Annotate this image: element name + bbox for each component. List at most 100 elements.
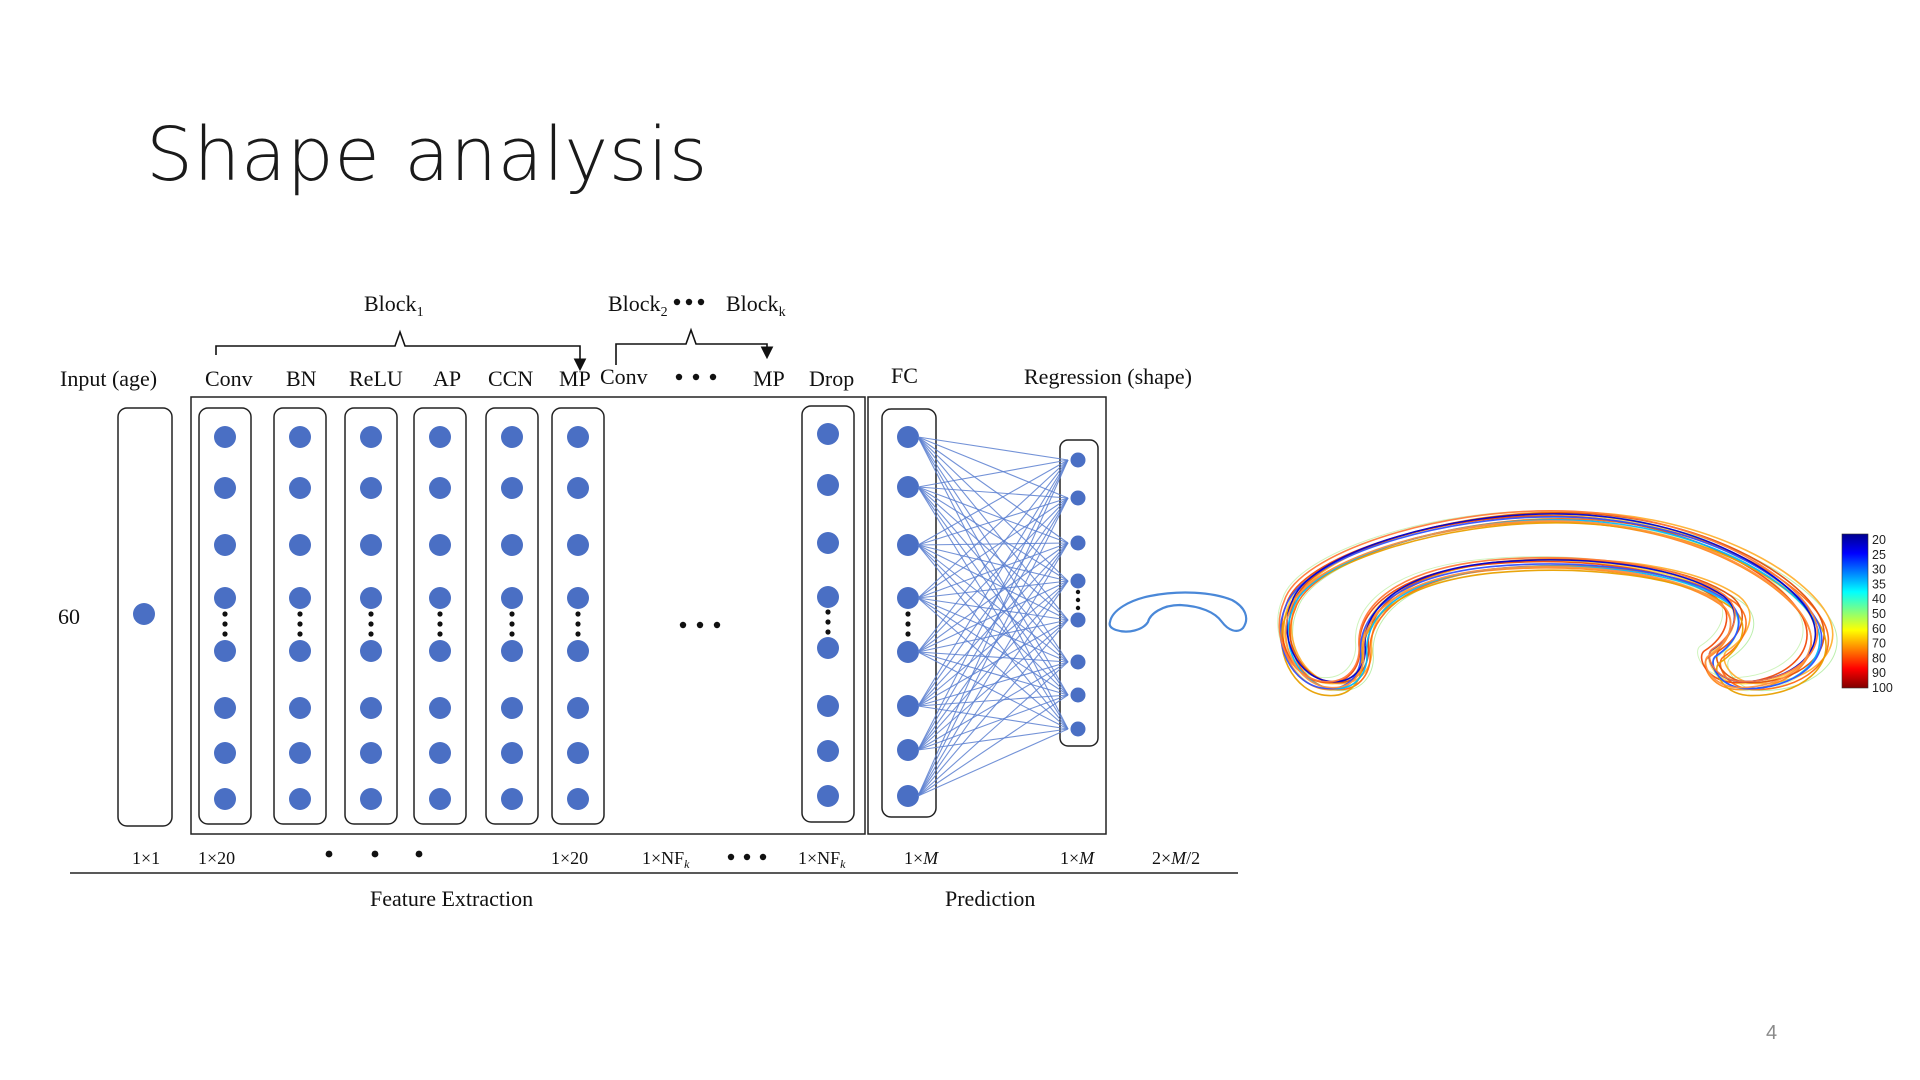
layer-node [289, 742, 311, 764]
shape-contour [1288, 512, 1825, 684]
layer-column [485, 407, 539, 825]
shape-contour [1287, 519, 1821, 690]
layer-node [214, 742, 236, 764]
ellipsis-dot [437, 621, 443, 627]
drop-node [817, 785, 839, 807]
header-fc: FC [891, 363, 918, 388]
fc-node [897, 426, 919, 448]
ellipsis-dot [222, 621, 228, 627]
block-ellipsis-dots [673, 298, 705, 306]
drop-node [817, 532, 839, 554]
colorbar-tick-label: 50 [1872, 607, 1886, 621]
ellipsis-dot [575, 631, 581, 637]
layer-node [429, 477, 451, 499]
regression-node [1070, 654, 1086, 670]
fc-edge [917, 694, 1069, 751]
fc-node [897, 534, 919, 556]
drop-column-box [801, 405, 855, 823]
header-ellipsis-dots [675, 373, 717, 381]
blockk-brace [615, 327, 774, 365]
colorbar-tick-label: 30 [1872, 563, 1886, 577]
layer-node [501, 477, 523, 499]
layer-column-box [413, 407, 467, 825]
fc-edge [917, 651, 1069, 696]
layer-column [551, 407, 605, 825]
input-value: 60 [58, 604, 80, 629]
layer-node [360, 426, 382, 448]
layer-column [198, 407, 252, 825]
dim-ellipsis-dots-2 [727, 853, 767, 861]
shape-contour [1285, 520, 1812, 689]
fc-node [897, 695, 919, 717]
fc-edge [917, 486, 1069, 499]
layer-column [413, 407, 467, 825]
fc-edge [917, 497, 1069, 653]
layer-node [360, 640, 382, 662]
dim-regression: 1×M [1060, 848, 1095, 868]
layer-column [344, 407, 398, 825]
regression-node [1070, 612, 1086, 628]
page-number: 4 [1766, 1022, 1778, 1044]
layer-column-box [273, 407, 327, 825]
fc-node [897, 739, 919, 761]
layer-node [501, 788, 523, 810]
shape-contour [1278, 510, 1819, 683]
colorbar-tick-label: 90 [1872, 666, 1886, 680]
svg-text:Block2: Block2 [608, 291, 668, 320]
block1-label: Block1 [364, 291, 424, 320]
svg-text:Block1: Block1 [364, 291, 424, 320]
fc-edge [917, 544, 1069, 730]
drop-node [817, 695, 839, 717]
drop-node [817, 586, 839, 608]
colorbar-tick-label: 40 [1872, 592, 1886, 606]
layer-node [567, 426, 589, 448]
layer-column-box [198, 407, 252, 825]
colorbar-tick-label: 25 [1872, 548, 1886, 562]
fc-edge [917, 694, 1069, 797]
layer-node [501, 742, 523, 764]
ellipsis-dot [297, 631, 303, 637]
fc-edge [917, 486, 1069, 621]
input-column [117, 407, 173, 827]
ellipsis-dot [437, 611, 443, 617]
block1-brace [215, 329, 587, 372]
block2-label: Block2 [608, 291, 668, 320]
dim-nfk-2: 1×NFk [798, 848, 846, 871]
fc-edge [917, 436, 1069, 499]
header-ccn: CCN [488, 366, 533, 391]
layer-node [567, 742, 589, 764]
fc-edge [917, 542, 1069, 653]
ellipsis-dot [222, 611, 228, 617]
colorbar-tick-label: 20 [1872, 533, 1886, 547]
fc-edges [917, 436, 1069, 797]
ellipsis-dot [368, 621, 374, 627]
fc-edge [917, 436, 1069, 696]
fc-edge [917, 580, 1069, 751]
fc-edge [917, 486, 1069, 544]
dim-nfk-1: 1×NFk [642, 848, 690, 871]
dim-output: 2×M/2 [1152, 848, 1200, 868]
ellipsis-dot [509, 611, 515, 617]
fc-edge [917, 661, 1069, 707]
header-mp-k: MP [753, 366, 785, 391]
layer-node [289, 640, 311, 662]
fc-edge [917, 542, 1069, 599]
layer-node [501, 534, 523, 556]
drop-node [817, 474, 839, 496]
layer-node [360, 534, 382, 556]
blockk-label: Blockk [726, 291, 786, 320]
layer-node [360, 587, 382, 609]
fc-edge [917, 619, 1069, 797]
fc-edge [917, 459, 1069, 707]
dim-ellipsis-dots [325, 850, 423, 858]
layer-node [289, 477, 311, 499]
ellipsis-dot [1075, 605, 1081, 611]
colorbar-tick-label: 100 [1872, 681, 1893, 695]
header-drop: Drop [809, 366, 854, 391]
fc-node [897, 587, 919, 609]
layer-columns [198, 405, 1099, 825]
layer-node [289, 426, 311, 448]
colorbar-tick-label: 35 [1872, 577, 1886, 591]
dim-fc: 1×M [904, 848, 939, 868]
layer-node [360, 788, 382, 810]
